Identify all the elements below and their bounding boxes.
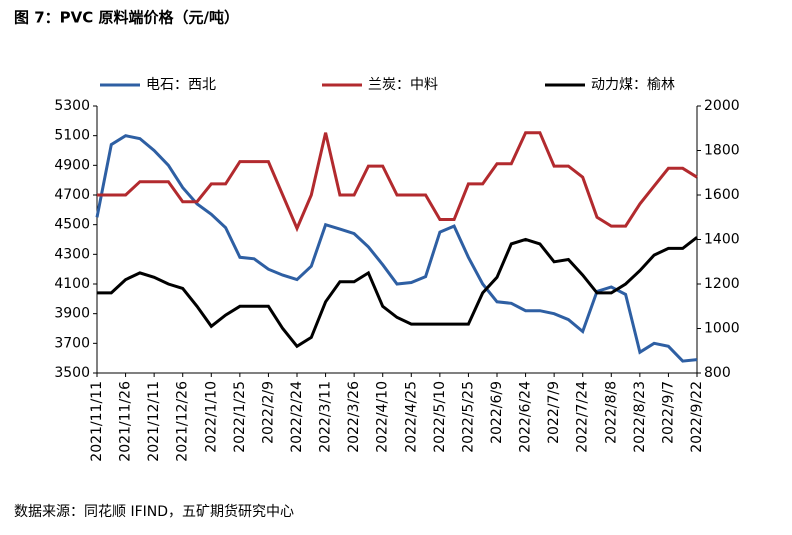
y-tick-label: 4300 <box>54 246 90 262</box>
x-tick-label: 2022/1/25 <box>232 381 248 453</box>
y-tick-label: 5100 <box>54 128 90 144</box>
x-tick-label: 2022/7/9 <box>546 381 562 444</box>
y-tick-label: 4100 <box>54 276 90 292</box>
x-tick-label: 2022/9/7 <box>660 381 676 444</box>
x-tick-label: 2022/1/10 <box>203 381 219 453</box>
x-tick-label: 2021/12/11 <box>146 381 162 462</box>
y-tick-label: 4900 <box>54 157 90 173</box>
x-tick-label: 2022/4/10 <box>375 381 391 453</box>
y2-tick-label: 1800 <box>704 143 740 159</box>
y-tick-label: 5300 <box>54 98 90 114</box>
y2-tick-label: 800 <box>704 365 731 381</box>
y-tick-label: 3700 <box>54 335 90 351</box>
y2-tick-label: 1600 <box>704 187 740 203</box>
y-tick-label: 3500 <box>54 365 90 381</box>
y2-tick-label: 1400 <box>704 232 740 248</box>
y2-tick-label: 2000 <box>704 98 740 114</box>
source-note: 数据来源：同花顺 IFIND，五矿期货研究中心 <box>14 503 294 520</box>
x-tick-label: 2022/8/8 <box>603 381 619 444</box>
y-tick-label: 3900 <box>54 306 90 322</box>
x-tick-label: 2022/4/25 <box>403 381 419 453</box>
x-tick-label: 2021/12/26 <box>175 381 191 462</box>
series-line <box>97 236 698 349</box>
x-tick-label: 2022/2/9 <box>260 381 276 444</box>
x-tick-label: 2022/6/24 <box>518 381 534 453</box>
x-tick-label: 2022/7/24 <box>575 381 591 453</box>
series-line <box>97 131 698 233</box>
y-tick-label: 4700 <box>54 187 90 203</box>
x-tick-label: 2022/5/25 <box>460 381 476 453</box>
x-tick-label: 2022/6/9 <box>489 381 505 444</box>
x-tick-label: 2022/3/26 <box>346 381 362 453</box>
x-tick-label: 2022/9/22 <box>689 381 705 453</box>
chart-title: 图 7：PVC 原料端价格（元/吨） <box>14 9 239 27</box>
y2-tick-label: 1000 <box>704 321 740 337</box>
x-tick-label: 2022/8/23 <box>632 381 648 453</box>
legend-label: 兰炭：中料 <box>368 77 438 93</box>
series-line <box>95 134 698 363</box>
x-tick-label: 2021/11/11 <box>89 381 105 462</box>
x-tick-label: 2022/5/10 <box>432 381 448 453</box>
x-tick-label: 2022/3/11 <box>318 381 334 453</box>
x-tick-label: 2021/11/26 <box>118 381 134 462</box>
y-tick-label: 4500 <box>54 217 90 233</box>
legend-label: 动力煤：榆林 <box>591 77 675 93</box>
legend-label: 电石：西北 <box>146 77 216 93</box>
y2-tick-label: 1200 <box>704 276 740 292</box>
x-tick-label: 2022/2/24 <box>289 381 305 453</box>
